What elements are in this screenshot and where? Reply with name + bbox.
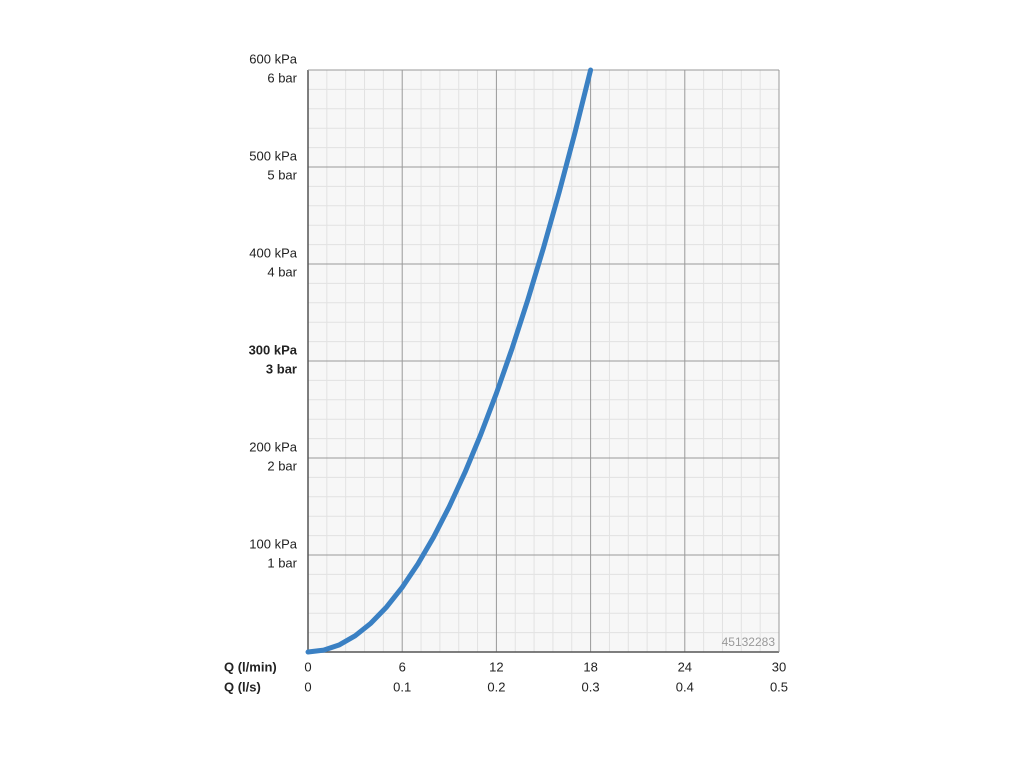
y-bar-tick-label: 6 bar (267, 70, 297, 85)
y-tick-label: 400 kPa (249, 245, 297, 260)
y-bar-tick-label: 4 bar (267, 264, 297, 279)
y-tick-label: 500 kPa (249, 148, 297, 163)
x2-axis-label: Q (l/s) (224, 679, 261, 694)
curve (305, 67, 594, 655)
y-bar-tick-label: 5 bar (267, 167, 297, 182)
watermark: 45132283 (722, 635, 776, 649)
y-tick-label: 200 kPa (249, 439, 297, 454)
y-bar-tick-label: 1 bar (267, 555, 297, 570)
x-axis-label: Q (l/min) (224, 659, 277, 674)
x2-tick-label: 0.4 (676, 679, 694, 694)
x-tick-label: 12 (489, 659, 503, 674)
x-tick-label: 0 (304, 659, 311, 674)
x2-tick-label: 0.3 (582, 679, 600, 694)
y-tick-label: 300 kPa (249, 342, 298, 357)
y-bar-tick-label: 2 bar (267, 458, 297, 473)
x-tick-label: 18 (583, 659, 597, 674)
x-tick-label: 30 (772, 659, 786, 674)
x-tick-label: 6 (399, 659, 406, 674)
y-tick-label: 600 kPa (249, 51, 297, 66)
x2-tick-label: 0.2 (487, 679, 505, 694)
x2-tick-label: 0.5 (770, 679, 788, 694)
x2-tick-label: 0.1 (393, 679, 411, 694)
x-tick-label: 24 (678, 659, 692, 674)
y-bar-tick-label: 3 bar (266, 361, 297, 376)
y-tick-label: 100 kPa (249, 536, 297, 551)
x2-tick-label: 0 (304, 679, 311, 694)
